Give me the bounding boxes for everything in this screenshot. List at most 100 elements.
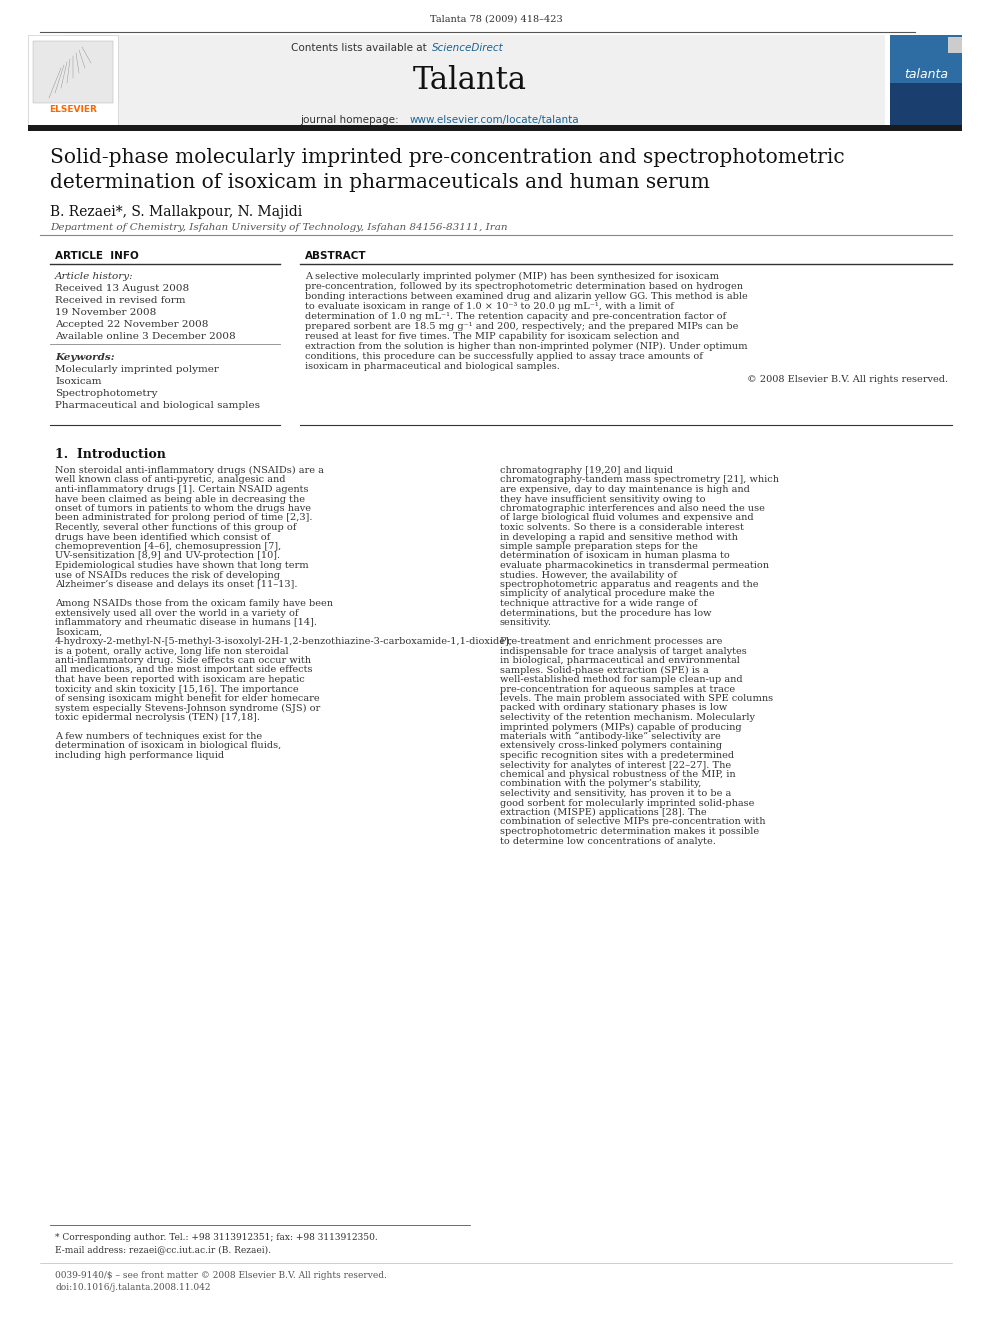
Text: Received 13 August 2008: Received 13 August 2008 bbox=[55, 284, 189, 292]
Text: that have been reported with isoxicam are hepatic: that have been reported with isoxicam ar… bbox=[55, 675, 305, 684]
FancyBboxPatch shape bbox=[28, 34, 118, 127]
Text: chromatography-tandem mass spectrometry [21], which: chromatography-tandem mass spectrometry … bbox=[500, 475, 779, 484]
Text: ELSEVIER: ELSEVIER bbox=[49, 105, 97, 114]
Text: journal homepage:: journal homepage: bbox=[300, 115, 402, 124]
Text: been administrated for prolong period of time [2,3].: been administrated for prolong period of… bbox=[55, 513, 312, 523]
Text: of large biological fluid volumes and expensive and: of large biological fluid volumes and ex… bbox=[500, 513, 754, 523]
Text: conditions, this procedure can be successfully applied to assay trace amounts of: conditions, this procedure can be succes… bbox=[305, 352, 703, 361]
Text: talanta: talanta bbox=[904, 67, 948, 81]
Text: inflammatory and rheumatic disease in humans [14].: inflammatory and rheumatic disease in hu… bbox=[55, 618, 317, 627]
Text: 1.  Introduction: 1. Introduction bbox=[55, 448, 166, 460]
Text: Accepted 22 November 2008: Accepted 22 November 2008 bbox=[55, 320, 208, 329]
Text: selectivity for analytes of interest [22–27]. The: selectivity for analytes of interest [22… bbox=[500, 761, 731, 770]
Text: levels. The main problem associated with SPE columns: levels. The main problem associated with… bbox=[500, 695, 773, 703]
Text: spectrophotometric apparatus and reagents and the: spectrophotometric apparatus and reagent… bbox=[500, 579, 759, 589]
Text: simple sample preparation steps for the: simple sample preparation steps for the bbox=[500, 542, 698, 550]
Text: chromatographic interferences and also need the use: chromatographic interferences and also n… bbox=[500, 504, 765, 513]
Text: well-established method for sample clean-up and: well-established method for sample clean… bbox=[500, 675, 743, 684]
Text: Contents lists available at: Contents lists available at bbox=[291, 44, 430, 53]
Text: well known class of anti-pyretic, analgesic and: well known class of anti-pyretic, analge… bbox=[55, 475, 286, 484]
Text: selectivity and sensitivity, has proven it to be a: selectivity and sensitivity, has proven … bbox=[500, 789, 731, 798]
Text: toxicity and skin toxicity [15,16]. The importance: toxicity and skin toxicity [15,16]. The … bbox=[55, 684, 299, 693]
Text: extensively used all over the world in a variety of: extensively used all over the world in a… bbox=[55, 609, 299, 618]
Text: Pre-treatment and enrichment processes are: Pre-treatment and enrichment processes a… bbox=[500, 636, 722, 646]
Text: use of NSAIDs reduces the risk of developing: use of NSAIDs reduces the risk of develo… bbox=[55, 570, 280, 579]
Text: have been claimed as being able in decreasing the: have been claimed as being able in decre… bbox=[55, 495, 305, 504]
Text: Epidemiological studies have shown that long term: Epidemiological studies have shown that … bbox=[55, 561, 309, 570]
Text: sensitivity.: sensitivity. bbox=[500, 618, 552, 627]
Text: they have insufficient sensitivity owing to: they have insufficient sensitivity owing… bbox=[500, 495, 705, 504]
Text: 19 November 2008: 19 November 2008 bbox=[55, 308, 157, 318]
Text: extensively cross-linked polymers containing: extensively cross-linked polymers contai… bbox=[500, 741, 722, 750]
Text: Pharmaceutical and biological samples: Pharmaceutical and biological samples bbox=[55, 401, 260, 410]
Text: chemical and physical robustness of the MIP, in: chemical and physical robustness of the … bbox=[500, 770, 736, 779]
Text: Isoxicam: Isoxicam bbox=[55, 377, 101, 386]
Text: toxic epidermal necrolysis (TEN) [17,18].: toxic epidermal necrolysis (TEN) [17,18]… bbox=[55, 713, 260, 722]
Text: in developing a rapid and sensitive method with: in developing a rapid and sensitive meth… bbox=[500, 532, 738, 541]
Text: determinations, but the procedure has low: determinations, but the procedure has lo… bbox=[500, 609, 711, 618]
Text: Spectrophotometry: Spectrophotometry bbox=[55, 389, 158, 398]
Text: isoxicam in pharmaceutical and biological samples.: isoxicam in pharmaceutical and biologica… bbox=[305, 363, 559, 370]
Text: Available online 3 December 2008: Available online 3 December 2008 bbox=[55, 332, 236, 341]
Text: toxic solvents. So there is a considerable interest: toxic solvents. So there is a considerab… bbox=[500, 523, 744, 532]
Text: imprinted polymers (MIPs) capable of producing: imprinted polymers (MIPs) capable of pro… bbox=[500, 722, 742, 732]
FancyBboxPatch shape bbox=[948, 37, 962, 53]
Text: Solid-phase molecularly imprinted pre-concentration and spectrophotometric: Solid-phase molecularly imprinted pre-co… bbox=[50, 148, 844, 167]
Text: extraction (MISPE) applications [28]. The: extraction (MISPE) applications [28]. Th… bbox=[500, 808, 706, 818]
Text: system especially Stevens-Johnson syndrome (SJS) or: system especially Stevens-Johnson syndro… bbox=[55, 704, 320, 713]
Text: Article history:: Article history: bbox=[55, 273, 134, 280]
Text: samples. Solid-phase extraction (SPE) is a: samples. Solid-phase extraction (SPE) is… bbox=[500, 665, 708, 675]
Text: Non steroidal anti-inflammatory drugs (NSAIDs) are a: Non steroidal anti-inflammatory drugs (N… bbox=[55, 466, 323, 475]
Text: reused at least for five times. The MIP capability for isoxicam selection and: reused at least for five times. The MIP … bbox=[305, 332, 680, 341]
Text: Molecularly imprinted polymer: Molecularly imprinted polymer bbox=[55, 365, 219, 374]
Text: A few numbers of techniques exist for the: A few numbers of techniques exist for th… bbox=[55, 732, 262, 741]
Text: prepared sorbent are 18.5 mg g⁻¹ and 200, respectively; and the prepared MIPs ca: prepared sorbent are 18.5 mg g⁻¹ and 200… bbox=[305, 321, 738, 331]
Text: pre-concentration for aqueous samples at trace: pre-concentration for aqueous samples at… bbox=[500, 684, 735, 693]
Text: © 2008 Elsevier B.V. All rights reserved.: © 2008 Elsevier B.V. All rights reserved… bbox=[747, 374, 948, 384]
Text: Recently, several other functions of this group of: Recently, several other functions of thi… bbox=[55, 523, 297, 532]
Text: E-mail address: rezaei@cc.iut.ac.ir (B. Rezaei).: E-mail address: rezaei@cc.iut.ac.ir (B. … bbox=[55, 1245, 271, 1254]
Text: chromatography [19,20] and liquid: chromatography [19,20] and liquid bbox=[500, 466, 674, 475]
Text: including high performance liquid: including high performance liquid bbox=[55, 751, 224, 759]
Text: bonding interactions between examined drug and alizarin yellow GG. This method i: bonding interactions between examined dr… bbox=[305, 292, 748, 302]
Text: evaluate pharmacokinetics in transdermal permeation: evaluate pharmacokinetics in transdermal… bbox=[500, 561, 769, 570]
FancyBboxPatch shape bbox=[890, 34, 962, 83]
Text: ARTICLE  INFO: ARTICLE INFO bbox=[55, 251, 139, 261]
Text: UV-sensitization [8,9] and UV-protection [10].: UV-sensitization [8,9] and UV-protection… bbox=[55, 552, 280, 561]
Text: Talanta: Talanta bbox=[413, 65, 527, 97]
Text: 4-hydroxy-2-methyl-N-[5-methyl-3-isoxolyl-2H-1,2-benzothiazine-3-carboxamide-1,1: 4-hydroxy-2-methyl-N-[5-methyl-3-isoxoly… bbox=[55, 636, 513, 646]
Text: determination of isoxicam in human plasma to: determination of isoxicam in human plasm… bbox=[500, 552, 730, 561]
Text: all medications, and the most important side effects: all medications, and the most important … bbox=[55, 665, 312, 675]
Text: materials with “antibody-like” selectivity are: materials with “antibody-like” selectivi… bbox=[500, 732, 721, 741]
Text: pre-concentration, followed by its spectrophotometric determination based on hyd: pre-concentration, followed by its spect… bbox=[305, 282, 743, 291]
Text: combination with the polymer’s stability,: combination with the polymer’s stability… bbox=[500, 779, 701, 789]
FancyBboxPatch shape bbox=[65, 34, 885, 128]
Text: determination of isoxicam in biological fluids,: determination of isoxicam in biological … bbox=[55, 741, 282, 750]
Text: onset of tumors in patients to whom the drugs have: onset of tumors in patients to whom the … bbox=[55, 504, 311, 513]
Text: Alzheimer’s disease and delays its onset [11–13].: Alzheimer’s disease and delays its onset… bbox=[55, 579, 298, 589]
Text: anti-inflammatory drug. Side effects can occur with: anti-inflammatory drug. Side effects can… bbox=[55, 656, 311, 665]
Text: Keywords:: Keywords: bbox=[55, 353, 115, 363]
Text: Talanta 78 (2009) 418–423: Talanta 78 (2009) 418–423 bbox=[430, 15, 562, 24]
Text: indispensable for trace analysis of target analytes: indispensable for trace analysis of targ… bbox=[500, 647, 747, 655]
Text: chemoprevention [4–6], chemosupression [7],: chemoprevention [4–6], chemosupression [… bbox=[55, 542, 282, 550]
Text: is a potent, orally active, long life non steroidal: is a potent, orally active, long life no… bbox=[55, 647, 289, 655]
Text: selectivity of the retention mechanism. Molecularly: selectivity of the retention mechanism. … bbox=[500, 713, 755, 722]
Text: ABSTRACT: ABSTRACT bbox=[305, 251, 367, 261]
Text: of sensing isoxicam might benefit for elder homecare: of sensing isoxicam might benefit for el… bbox=[55, 695, 319, 703]
Text: A selective molecularly imprinted polymer (MIP) has been synthesized for isoxica: A selective molecularly imprinted polyme… bbox=[305, 273, 719, 280]
Text: Isoxicam,: Isoxicam, bbox=[55, 627, 102, 636]
Text: extraction from the solution is higher than non-imprinted polymer (NIP). Under o: extraction from the solution is higher t… bbox=[305, 343, 748, 351]
Text: anti-inflammatory drugs [1]. Certain NSAID agents: anti-inflammatory drugs [1]. Certain NSA… bbox=[55, 486, 309, 493]
Text: determination of isoxicam in pharmaceuticals and human serum: determination of isoxicam in pharmaceuti… bbox=[50, 173, 710, 192]
Text: 0039-9140/$ – see front matter © 2008 Elsevier B.V. All rights reserved.: 0039-9140/$ – see front matter © 2008 El… bbox=[55, 1271, 387, 1279]
Text: Among NSAIDs those from the oxicam family have been: Among NSAIDs those from the oxicam famil… bbox=[55, 599, 333, 609]
Text: to determine low concentrations of analyte.: to determine low concentrations of analy… bbox=[500, 836, 716, 845]
Text: in biological, pharmaceutical and environmental: in biological, pharmaceutical and enviro… bbox=[500, 656, 740, 665]
Text: ScienceDirect: ScienceDirect bbox=[432, 44, 504, 53]
FancyBboxPatch shape bbox=[28, 124, 962, 131]
Text: to evaluate isoxicam in range of 1.0 × 10⁻³ to 20.0 μg mL⁻¹, with a limit of: to evaluate isoxicam in range of 1.0 × 1… bbox=[305, 302, 674, 311]
Text: simplicity of analytical procedure make the: simplicity of analytical procedure make … bbox=[500, 590, 714, 598]
Text: packed with ordinary stationary phases is low: packed with ordinary stationary phases i… bbox=[500, 704, 727, 713]
Text: specific recognition sites with a predetermined: specific recognition sites with a predet… bbox=[500, 751, 734, 759]
